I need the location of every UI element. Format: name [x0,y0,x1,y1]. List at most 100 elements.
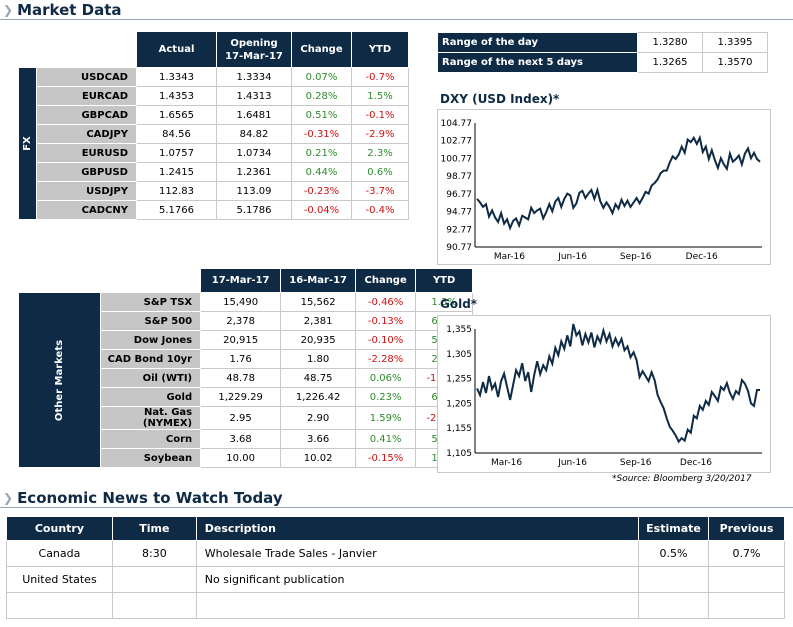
chevron-right-icon: ❯ [3,3,14,17]
source-note: *Source: Bloomberg 3/20/2017 [612,474,752,484]
fx-row: USDJPY 112.83 113.09 -0.23% -3.7% [19,181,409,201]
dxy-chart-series-line [476,134,761,231]
news-header-estimate: Estimate [638,516,709,541]
dxy-chart-ytick: 102.77 [441,137,473,147]
news-row: United States No significant publication [6,566,785,593]
fx-ytd: -0.1% [351,105,409,125]
range-high: 1.3395 [702,32,768,53]
fx-change: 0.28% [291,86,352,106]
gold-chart: 1,355 1,305 1,255 1,205 1,155 1,105 Mar-16 Jun-… [437,315,771,477]
fx-actual: 1.4353 [136,86,217,106]
news-previous: 0.7% [708,540,785,567]
fx-opening: 113.09 [216,181,292,201]
other-name: S&P 500 [100,311,202,331]
other-change: 1.59% [355,406,417,430]
fx-row: EURCAD 1.4353 1.4313 0.28% 1.5% [19,86,409,106]
fx-ytd: -0.4% [351,200,409,220]
other-change: 0.41% [355,429,417,449]
other-actual: 3.68 [200,429,282,449]
fx-row: EURUSD 1.0757 1.0734 0.21% 2.3% [19,143,409,163]
dxy-chart-title: DXY (USD Index)* [440,92,560,106]
other-header-change: Change [355,268,417,293]
other-change: -0.13% [355,311,417,331]
other-opening: 1.80 [280,349,357,369]
other-change: -2.28% [355,349,417,369]
other-opening: 2,381 [280,311,357,331]
chevron-right-icon: ❯ [3,491,14,505]
other-name: Gold [100,387,202,407]
other-actual: 20,915 [200,330,282,350]
fx-opening: 1.4313 [216,86,292,106]
other-opening: 48.75 [280,368,357,388]
gold-chart-series-line [476,323,760,444]
fx-header-opening: Opening 17-Mar-17 [216,31,292,68]
range-table: Range of the day 1.3280 1.3395 Range of the… [437,32,768,73]
fx-ytd: -0.7% [351,67,409,87]
news-header-country: Country [6,516,113,541]
other-opening: 10.02 [280,448,357,468]
fx-ytd: 0.6% [351,162,409,182]
fx-change: 0.51% [291,105,352,125]
market-data-section-title: ❯ Market Data [0,0,793,20]
other-actual: 15,490 [200,292,282,312]
dxy-chart-xtick: Mar-16 [494,252,525,262]
other-header-ytd: YTD [415,268,474,293]
other-name: S&P TSX [100,292,202,312]
news-section-title: ❯ Economic News to Watch Today [0,488,793,508]
dxy-chart-xtick: Jun-16 [557,252,587,262]
fx-opening: 1.2361 [216,162,292,182]
other-name: CAD Bond 10yr [100,349,202,369]
gold-chart-xtick: Jun-16 [557,458,587,468]
news-description: Wholesale Trade Sales - Janvier [195,540,640,567]
fx-ytd: 2.3% [351,143,409,163]
news-header-previous: Previous [708,516,785,541]
gold-chart-ytick: 1,255 [446,375,472,385]
gold-chart-ytick: 1,205 [446,399,472,409]
fx-sidebar-label: FX [18,67,37,220]
gold-chart-svg: 1,355 1,305 1,255 1,205 1,155 1,105 Mar-16 Jun-… [437,315,771,473]
range-label: Range of the day [437,32,638,53]
dxy-chart-ytick: 92.77 [446,225,472,235]
fx-change: -0.23% [291,181,352,201]
dxy-chart: 104.77 102.77 100.77 98.77 96.77 94.77 92.77 90… [437,109,771,269]
news-time: 8:30 [111,540,197,567]
news-time [111,592,197,619]
news-table: Country Time Description Estimate Previo… [6,516,785,619]
other-markets-sidebar-label-text: Other Markets [54,339,66,421]
gold-chart-title: Gold* [440,297,478,311]
fx-actual: 1.3343 [136,67,217,87]
fx-change: -0.04% [291,200,352,220]
fx-actual: 1.0757 [136,143,217,163]
other-actual: 1.76 [200,349,282,369]
fx-row: CADCNY 5.1766 5.1786 -0.04% -0.4% [19,200,409,220]
fx-row: FX USDCAD 1.3343 1.3334 0.07% -0.7% [18,67,409,220]
gold-chart-frame [437,315,771,473]
fx-change: 0.07% [291,67,352,87]
fx-row: CADJPY 84.56 84.82 -0.31% -2.9% [19,124,409,144]
other-header-date1: 17-Mar-17 [200,268,282,293]
other-markets-sidebar-label: Other Markets [17,292,102,468]
range-high: 1.3570 [702,52,768,73]
gold-chart-xtick: Dec-16 [680,458,712,468]
fx-actual: 5.1766 [136,200,217,220]
dxy-chart-ytick: 104.77 [441,119,473,129]
other-actual: 1,229.29 [200,387,282,407]
fx-change: -0.31% [291,124,352,144]
other-change: -0.10% [355,330,417,350]
dxy-chart-ytick: 100.77 [441,154,473,164]
other-name: Oil (WTI) [100,368,202,388]
other-name: Corn [100,429,202,449]
other-opening: 15,562 [280,292,357,312]
dxy-chart-ytick: 96.77 [446,190,472,200]
news-row: Canada 8:30 Wholesale Trade Sales - Janvie… [6,540,785,567]
other-opening: 3.66 [280,429,357,449]
range-row: Range of the day 1.3280 1.3395 [437,32,768,53]
other-row: Other Markets S&P TSX 15,490 15,562 -0.46% 1.… [17,292,474,468]
fx-actual: 84.56 [136,124,217,144]
news-country: United States [6,566,113,593]
range-low: 1.3265 [637,52,703,73]
fx-header-change: Change [291,31,352,68]
